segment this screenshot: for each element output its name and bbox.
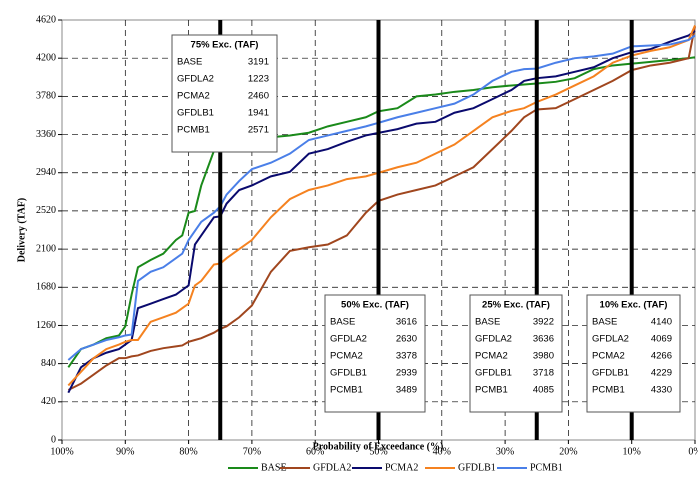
y-tick-label: 4620 xyxy=(36,14,56,25)
annotation-name: PCMB1 xyxy=(475,385,508,396)
annotation-name: GFDLA2 xyxy=(592,334,629,345)
annotation-value: 1941 xyxy=(248,108,269,119)
series-line xyxy=(67,30,696,394)
annotation-name: PCMA2 xyxy=(177,91,210,102)
y-tick-label: 2100 xyxy=(36,243,56,254)
legend-label: BASE xyxy=(261,462,287,473)
annotation-value: 2630 xyxy=(396,334,417,345)
legend-label: PCMB1 xyxy=(530,462,563,473)
x-tick-label: 50% xyxy=(369,446,387,457)
annotation-title: 75% Exc. (TAF) xyxy=(191,40,259,51)
annotation-box: 50% Exc. (TAF) BASE 3616 GFDLA2 2630 PCMA2 337… xyxy=(324,294,426,413)
annotation-name: PCMA2 xyxy=(330,351,363,362)
x-tick-label: 60% xyxy=(306,446,324,457)
x-tick-label: 30% xyxy=(496,446,514,457)
annotation-name: BASE xyxy=(592,317,617,328)
annotation-name: BASE xyxy=(330,317,355,328)
x-tick-label: 20% xyxy=(559,446,577,457)
x-tick-label: 100% xyxy=(50,446,73,457)
y-tick-label: 1260 xyxy=(36,320,56,331)
y-tick-label: 3780 xyxy=(36,91,56,102)
annotation-title: 25% Exc. (TAF) xyxy=(482,300,550,311)
y-tick-label: 2520 xyxy=(36,205,56,216)
y-tick-label: 840 xyxy=(41,358,56,369)
annotation-name: PCMB1 xyxy=(592,385,625,396)
annotation-box: 25% Exc. (TAF) BASE 3922 GFDLA2 3636 PCMA2 398… xyxy=(469,294,563,413)
y-tick-label: 0 xyxy=(51,434,56,445)
series-line xyxy=(67,25,696,387)
annotation-frame xyxy=(324,294,426,413)
annotation-title: 10% Exc. (TAF) xyxy=(600,300,668,311)
series-line xyxy=(67,34,696,361)
y-tick-label: 3360 xyxy=(36,129,56,140)
annotation-name: PCMA2 xyxy=(475,351,508,362)
annotation-value: 4229 xyxy=(651,368,672,379)
annotation-value: 4085 xyxy=(533,385,554,396)
legend-label: GFDLB1 xyxy=(458,462,496,473)
annotation-value: 3718 xyxy=(533,368,554,379)
annotation-value: 3489 xyxy=(396,385,417,396)
y-tick-label: 4200 xyxy=(36,52,56,63)
annotation-value: 2939 xyxy=(396,368,417,379)
x-tick-label: 0% xyxy=(688,446,698,457)
x-axis-label: Probability of Exceedance (%) xyxy=(313,441,444,452)
annotation-frame xyxy=(586,294,681,413)
annotation-value: 3922 xyxy=(533,317,554,328)
x-tick-label: 90% xyxy=(116,446,134,457)
annotation-name: GFDLA2 xyxy=(330,334,367,345)
series-line xyxy=(67,56,696,368)
y-axis-label: Delivery (TAF) xyxy=(16,198,27,263)
annotation-value: 3191 xyxy=(248,57,269,68)
annotation-value: 4069 xyxy=(651,334,672,345)
annotation-box: 75% Exc. (TAF) BASE 3191 GFDLA2 1223 PCMA2 246… xyxy=(171,34,278,153)
annotation-value: 2571 xyxy=(248,125,269,136)
annotation-value: 3616 xyxy=(396,317,417,328)
annotation-name: PCMA2 xyxy=(592,351,625,362)
annotation-title: 50% Exc. (TAF) xyxy=(341,300,409,311)
annotation-name: GFDLA2 xyxy=(475,334,512,345)
annotation-value: 1223 xyxy=(248,74,269,85)
annotation-value: 4330 xyxy=(651,385,672,396)
annotation-name: BASE xyxy=(177,57,202,68)
annotation-name: GFDLA2 xyxy=(177,74,214,85)
annotation-value: 3980 xyxy=(533,351,554,362)
y-tick-label: 2940 xyxy=(36,167,56,178)
annotation-value: 2460 xyxy=(248,91,269,102)
x-tick-label: 40% xyxy=(433,446,451,457)
x-tick-label: 10% xyxy=(623,446,641,457)
y-tick-label: 420 xyxy=(41,396,56,407)
legend-label: PCMA2 xyxy=(385,462,418,473)
legend-label: GFDLA2 xyxy=(313,462,351,473)
annotation-frame xyxy=(469,294,563,413)
annotation-name: PCMB1 xyxy=(330,385,363,396)
annotation-box: 10% Exc. (TAF) BASE 4140 GFDLA2 4069 PCMA2 426… xyxy=(586,294,681,413)
annotation-name: GFDLB1 xyxy=(592,368,629,379)
annotation-name: GFDLB1 xyxy=(330,368,367,379)
annotation-value: 3378 xyxy=(396,351,417,362)
annotation-name: BASE xyxy=(475,317,500,328)
annotation-name: PCMB1 xyxy=(177,125,210,136)
annotation-value: 4140 xyxy=(651,317,672,328)
annotation-frame xyxy=(171,34,278,153)
series-line xyxy=(67,26,696,391)
annotation-value: 3636 xyxy=(533,334,554,345)
y-tick-label: 1680 xyxy=(36,282,56,293)
annotation-name: GFDLB1 xyxy=(177,108,214,119)
annotation-value: 4266 xyxy=(651,351,672,362)
x-tick-label: 80% xyxy=(179,446,197,457)
x-tick-label: 70% xyxy=(243,446,261,457)
annotation-name: GFDLB1 xyxy=(475,368,512,379)
